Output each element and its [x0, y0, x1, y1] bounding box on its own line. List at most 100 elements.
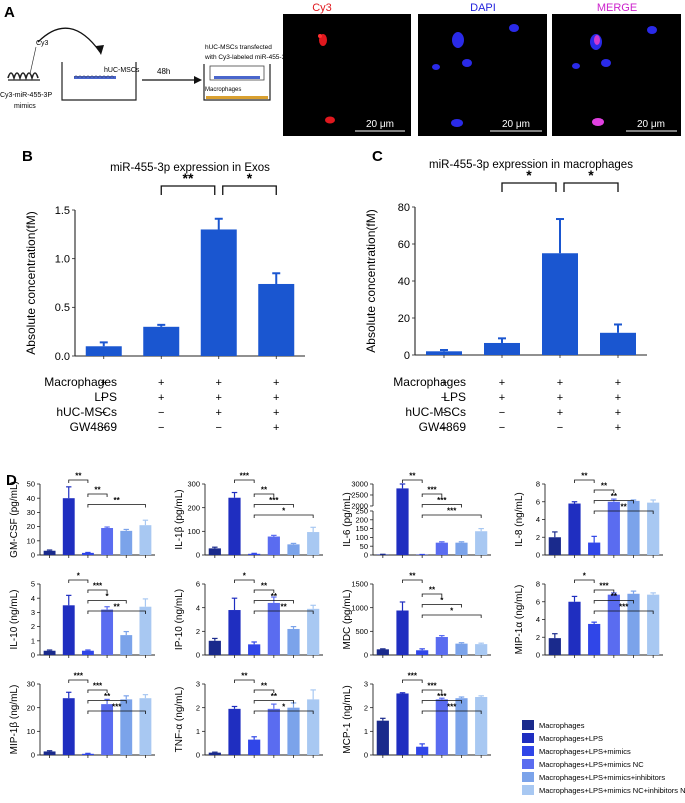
- condition-symbol: −: [158, 422, 164, 434]
- bar: [120, 699, 132, 755]
- bar: [436, 637, 448, 655]
- significance-label: **: [261, 682, 268, 691]
- arrowhead: [96, 45, 104, 55]
- significance-label: **: [281, 603, 288, 612]
- bar: [647, 595, 659, 655]
- y-tick-label: 1500: [351, 580, 368, 589]
- bar: [287, 544, 299, 555]
- bar: [436, 543, 448, 555]
- bar: [455, 644, 467, 655]
- bar: [44, 551, 56, 555]
- legend-label: Macrophages+LPS+mimics: [539, 747, 631, 756]
- y-tick-label: 2: [196, 703, 200, 712]
- y-tick-label: 0: [536, 551, 540, 560]
- bar: [228, 709, 240, 755]
- bar: [139, 525, 151, 555]
- significance-label: *: [282, 507, 286, 516]
- significance-label: **: [621, 503, 628, 512]
- significance-label: ***: [447, 507, 457, 516]
- macrophage-layer: [206, 96, 268, 99]
- significance-label: *: [450, 607, 454, 616]
- insert-cells: [214, 76, 260, 79]
- macrophages-diagram-label: Macrophages: [205, 87, 241, 93]
- bar: [627, 501, 639, 555]
- bar: [209, 753, 221, 755]
- chart-c: miR-455-3p expression in macrophages0204…: [364, 159, 647, 362]
- condition-symbol: +: [615, 377, 621, 389]
- micrographs: Cy3 20 μm DAPI 20 μm MERGE: [283, 2, 681, 136]
- bar: [416, 747, 428, 755]
- bar: [542, 253, 578, 355]
- y-tick-label: 0: [31, 651, 35, 660]
- condition-symbol: +: [557, 377, 563, 389]
- significance-label: *: [77, 572, 81, 581]
- significance-label: *: [588, 167, 594, 183]
- significance-label: ***: [619, 603, 629, 612]
- y-tick-label: 150: [355, 524, 368, 533]
- bar: [82, 553, 94, 555]
- significance-label: **: [409, 572, 416, 581]
- bar: [549, 638, 561, 655]
- legend-label: Macrophages+LPS+mimics NC+inhibitors NC: [539, 786, 685, 795]
- bar: [549, 537, 561, 555]
- y-tick-label: 10: [27, 536, 35, 545]
- y-axis-label: MDC (pg/mL): [342, 589, 353, 649]
- significance-label: ***: [74, 672, 84, 681]
- condition-symbol: +: [273, 422, 279, 434]
- significance-bracket: [161, 186, 215, 195]
- significance-label: ***: [93, 582, 103, 591]
- y-tick-label: 2: [364, 703, 368, 712]
- legend-label: Macrophages+LPS: [539, 734, 603, 743]
- charts-layer: miR-455-3p expression in Exos0.00.51.01.…: [9, 159, 663, 760]
- bar: [201, 229, 237, 356]
- condition-symbol: +: [216, 392, 222, 404]
- y-axis-label: MIP-1β (ng/mL): [9, 685, 20, 755]
- bar: [86, 346, 122, 356]
- y-tick-label: 20: [398, 313, 410, 325]
- y-tick-label: 2500: [351, 491, 368, 500]
- bar: [455, 543, 467, 555]
- scale-label: 20 μm: [502, 119, 530, 130]
- significance-label: **: [581, 472, 588, 481]
- y-tick-label: 2000: [351, 502, 368, 511]
- y-tick-label: 0: [196, 651, 200, 660]
- legend-swatch: [522, 746, 534, 756]
- significance-label: ***: [93, 682, 103, 691]
- y-axis-label: GM-CSF (pg/mL): [9, 481, 20, 558]
- panel-c-letter: C: [372, 148, 383, 165]
- mimics-label-1: Cy3-miR-455-3P: [0, 92, 52, 99]
- mimics-probe-icon: [8, 73, 38, 78]
- y-axis-label: IL-10 (ng/mL): [9, 589, 20, 649]
- y-tick-label: 0: [536, 651, 540, 660]
- micrograph-merge: MERGE 20 μm: [552, 2, 681, 136]
- bar: [377, 721, 389, 755]
- condition-symbol: +: [273, 407, 279, 419]
- significance-label: *: [106, 592, 110, 601]
- significance-label: ***: [599, 582, 609, 591]
- bar: [258, 284, 294, 356]
- y-axis-label: MIP-1α (ng/mL): [514, 585, 525, 655]
- y-axis-label: IL-1β (pg/mL): [174, 489, 185, 549]
- significance-label: ***: [427, 682, 437, 691]
- y-axis-label: Absolute concentration(fM): [364, 209, 378, 352]
- condition-symbol: +: [216, 407, 222, 419]
- bar: [63, 498, 75, 555]
- significance-label: **: [611, 492, 618, 501]
- y-tick-label: 6: [536, 497, 540, 506]
- condition-label: hUC-MSCs: [56, 405, 117, 419]
- y-tick-label: 8: [536, 580, 540, 589]
- bar: [287, 629, 299, 655]
- scale-label: 20 μm: [366, 119, 394, 130]
- y-tick-label: 100: [187, 527, 200, 536]
- bar: [248, 740, 260, 755]
- micrograph-dapi: DAPI 20 μm: [418, 2, 547, 136]
- condition-symbol: +: [273, 392, 279, 404]
- significance-bracket: [502, 183, 556, 192]
- y-tick-label: 2: [196, 627, 200, 636]
